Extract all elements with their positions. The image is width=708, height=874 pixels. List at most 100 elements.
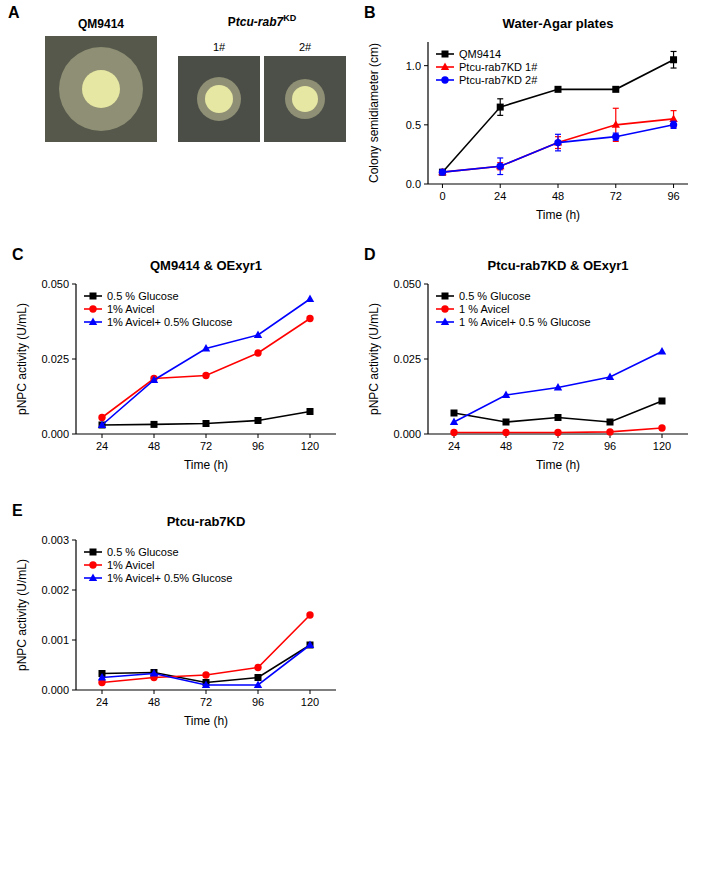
data-point (555, 414, 562, 421)
y-tick (72, 434, 76, 435)
data-point (670, 121, 677, 128)
image-label: 2# (299, 41, 312, 53)
chart-title: QM9414 & OExyr1 (150, 258, 262, 273)
y-tick (72, 640, 76, 641)
data-point (659, 398, 666, 405)
x-tick (615, 184, 616, 188)
panel-letter: D (364, 246, 376, 263)
error-cap (497, 115, 503, 116)
y-tick (72, 590, 76, 591)
data-point (606, 428, 613, 435)
data-point (439, 169, 446, 176)
error-bar (497, 163, 503, 170)
data-point (151, 669, 158, 676)
panel-letter: E (12, 502, 23, 519)
panel-letter: A (8, 4, 20, 21)
series-line (442, 125, 673, 172)
error-cap (671, 51, 677, 52)
image-label: 1# (213, 41, 226, 53)
y-tick-label: 0.0 (406, 178, 421, 190)
x-tick-label: 24 (494, 190, 506, 202)
x-tick (258, 690, 259, 694)
x-tick-label: 72 (200, 440, 212, 452)
data-point (554, 429, 561, 436)
data-point (612, 86, 619, 93)
x-tick-label: 96 (604, 440, 616, 452)
legend-label: 1 % Avicel (459, 303, 510, 315)
y-axis-title: pNPC activity (U/mL) (367, 303, 381, 415)
colony (292, 86, 318, 112)
data-point (497, 104, 504, 111)
colony-halo (59, 47, 143, 131)
x-tick-label: 48 (148, 440, 160, 452)
x-tick (102, 690, 103, 694)
data-point (450, 429, 457, 436)
legend: 0.5 % Glucose1% Avicel1% Avicel+ 0.5% Gl… (84, 546, 232, 584)
error-cap (613, 108, 619, 109)
x-tick (102, 434, 103, 438)
x-tick (206, 434, 207, 438)
series-line (454, 352, 662, 423)
x-tick-label: 48 (552, 190, 564, 202)
legend-label: 1% Avicel (107, 303, 155, 315)
x-tick (673, 184, 674, 188)
plate (45, 36, 157, 142)
legend-label: QM9414 (459, 48, 501, 60)
data-point (554, 139, 561, 146)
data-point (607, 419, 614, 426)
y-tick-label: 0.000 (41, 684, 69, 696)
x-tick-label: 0 (439, 190, 445, 202)
x-tick-label: 120 (301, 696, 319, 708)
data-point (307, 642, 314, 649)
data-point (98, 414, 105, 421)
x-tick-label: 48 (500, 440, 512, 452)
data-point (98, 421, 106, 429)
strain-label-part: tcu-rab7 (236, 15, 285, 29)
data-point (203, 420, 210, 427)
y-tick (424, 65, 428, 66)
y-tick-label: 0.000 (41, 428, 69, 440)
legend-marker (90, 293, 97, 300)
legend-marker (89, 561, 96, 568)
y-tick-label: 0.002 (41, 584, 69, 596)
series-line (102, 319, 310, 418)
legend-label: 0.5 % Glucose (459, 290, 531, 302)
x-tick-label: 96 (667, 190, 679, 202)
x-tick (310, 690, 311, 694)
y-tick-label: 0.025 (41, 353, 69, 365)
error-cap (671, 67, 677, 68)
plot-area (450, 347, 666, 436)
legend-label: 1% Avicel+ 0.5% Glucose (107, 316, 232, 328)
data-point (612, 133, 619, 140)
y-tick-label: 0.5 (406, 119, 421, 131)
x-tick-label: 48 (148, 696, 160, 708)
error-bar (497, 158, 503, 175)
y-tick (424, 284, 428, 285)
x-tick (442, 184, 443, 188)
data-point (502, 429, 509, 436)
colony-halo (285, 79, 325, 119)
error-cap (497, 98, 503, 99)
error-cap (497, 157, 503, 158)
legend-marker (442, 293, 449, 300)
legend-marker (89, 305, 96, 312)
data-point (202, 671, 209, 678)
chart: CQM9414 & OExyr10.0000.0250.050244872961… (12, 246, 336, 472)
y-tick-label: 0.001 (41, 634, 69, 646)
chart-title: Water-Agar plates (503, 16, 614, 31)
error-bar (671, 121, 677, 128)
x-tick-label: 120 (653, 440, 671, 452)
series-line (102, 615, 310, 683)
y-tick-label: 0.050 (393, 278, 421, 290)
strain-label: Ptcu-rab7KD (228, 13, 297, 29)
colony-photo (178, 56, 260, 142)
colony (82, 70, 120, 108)
x-tick-label: 24 (96, 440, 108, 452)
legend-label: 1% Avicel (107, 559, 155, 571)
series-line (442, 60, 673, 172)
data-point (98, 673, 106, 681)
data-point (202, 344, 210, 352)
data-point (150, 669, 158, 677)
y-tick-label: 0.025 (393, 353, 421, 365)
legend: 0.5 % Glucose1% Avicel1% Avicel+ 0.5% Gl… (84, 290, 232, 328)
